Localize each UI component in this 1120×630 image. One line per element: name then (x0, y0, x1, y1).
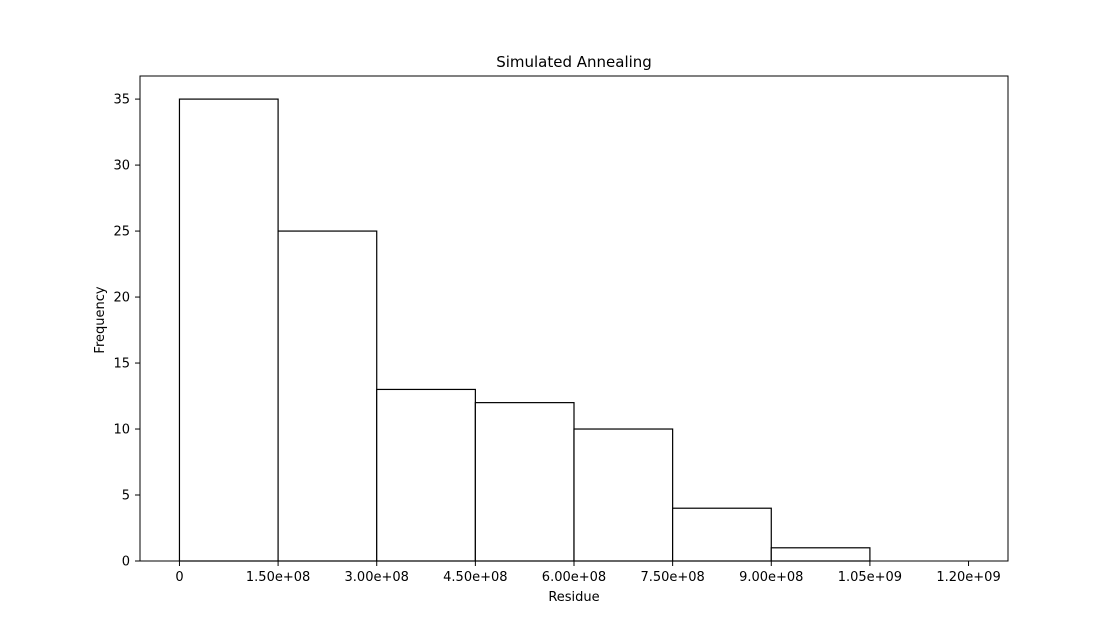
histogram-bar (474, 402, 575, 562)
y-tick-label: 10 (113, 423, 130, 438)
bars-group (178, 98, 871, 562)
histogram-bar (376, 388, 476, 562)
y-axis-ticks: 0 5 10 15 20 25 30 35 (113, 93, 140, 570)
histogram-bar (770, 547, 871, 562)
x-tick-label: 4.50e+08 (443, 570, 507, 585)
x-tick-label: 1.20e+09 (936, 570, 1000, 585)
y-axis-label: Frequency (93, 286, 108, 353)
chart-title: Simulated Annealing (496, 53, 652, 71)
x-tick-label: 1.05e+09 (838, 570, 902, 585)
y-tick-label: 20 (113, 291, 130, 306)
x-tick-label: 0 (175, 570, 183, 585)
x-tick-label: 7.50e+08 (640, 570, 704, 585)
y-tick-label: 30 (113, 159, 130, 174)
x-tick-label: 9.00e+08 (739, 570, 803, 585)
y-tick-label: 15 (113, 357, 130, 372)
y-tick-label: 35 (113, 93, 130, 108)
x-axis-label: Residue (548, 590, 599, 605)
histogram-bar (672, 507, 772, 562)
y-tick-label: 5 (122, 489, 130, 504)
y-tick-label: 25 (113, 225, 130, 240)
x-tick-label: 1.50e+08 (246, 570, 310, 585)
y-tick-label: 0 (122, 555, 130, 570)
histogram-bar (277, 230, 378, 562)
x-tick-label: 3.00e+08 (345, 570, 409, 585)
x-axis-ticks: 0 1.50e+08 3.00e+08 4.50e+08 6.00e+08 7.50e+0… (175, 561, 1001, 585)
histogram-bar (573, 428, 674, 562)
x-tick-label: 6.00e+08 (542, 570, 606, 585)
histogram-bar (178, 98, 279, 562)
